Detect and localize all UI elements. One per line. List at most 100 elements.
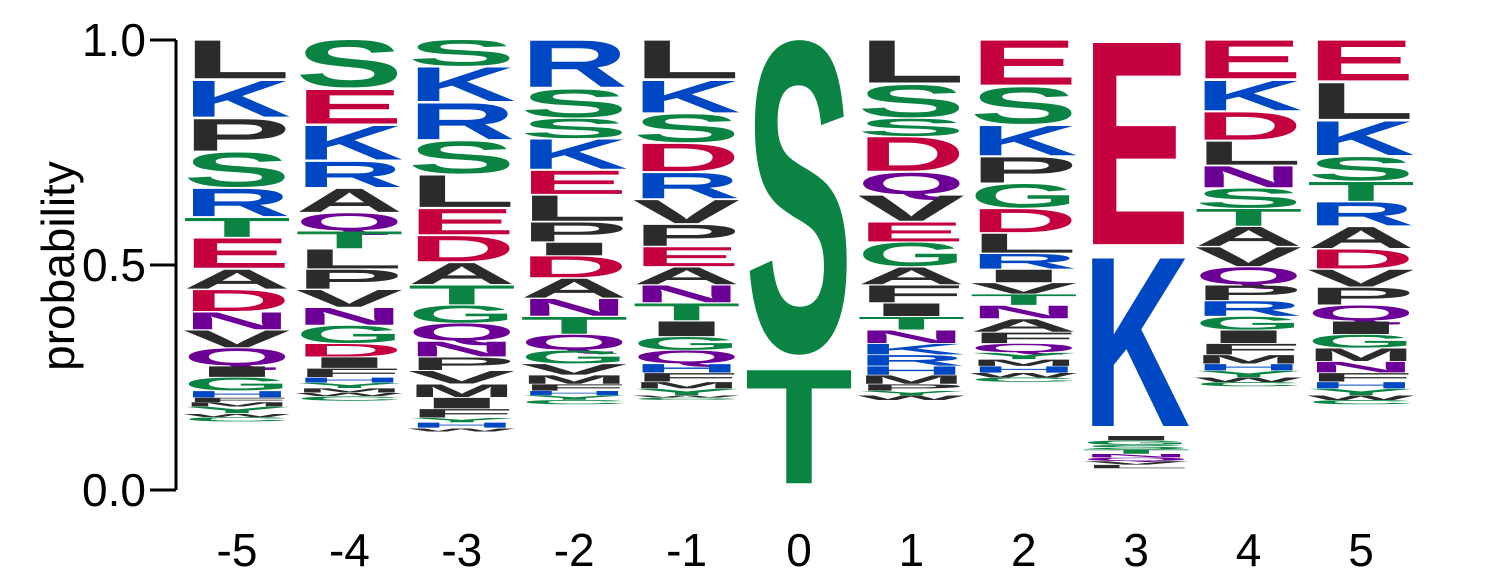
logo-letter: W — [857, 394, 964, 401]
logo-letter: I — [183, 363, 291, 380]
logo-letter: P — [520, 217, 628, 248]
logo-letter: D — [520, 250, 628, 284]
logo-letter: I — [857, 300, 965, 320]
logo-letter: D — [295, 340, 403, 360]
logo-letter: S — [1307, 150, 1415, 188]
logo-letter: E — [295, 80, 403, 134]
logo-letter: M — [970, 358, 1078, 368]
logo-letter: S — [520, 113, 628, 144]
logo-letter: C — [633, 397, 741, 400]
logo-letter: A — [408, 256, 516, 290]
logo-letter: M — [183, 401, 291, 408]
logo-letter: Y — [408, 417, 516, 424]
logo-letter: F — [1195, 341, 1303, 358]
logo-letter: S — [633, 106, 741, 150]
logo-letter: P — [857, 382, 965, 392]
logo-letter: G — [1307, 331, 1415, 351]
logo-letter: F — [183, 396, 291, 403]
logo-letter: L — [295, 243, 403, 274]
logo-letter: Y — [295, 381, 403, 389]
logo-letter: G — [633, 333, 741, 353]
logo-letter: E — [1307, 28, 1415, 93]
logo-letter: C — [183, 416, 291, 423]
logo-letter: W — [633, 395, 740, 398]
logo-letter: T — [857, 313, 965, 333]
logo-letter: P — [1307, 282, 1415, 309]
logo-letter: A — [1307, 220, 1415, 254]
logo-letter: K — [1082, 206, 1190, 478]
logo-letter: M — [520, 373, 628, 387]
logo-letter: V — [633, 193, 741, 230]
logo-letter: W — [408, 427, 515, 432]
logo-letter: Y — [183, 405, 291, 415]
y-tick-label: 1.0 — [82, 14, 146, 66]
logo-letter: P — [408, 354, 516, 374]
logo-letter: W — [1307, 394, 1414, 401]
logo-letter: P — [1195, 281, 1303, 305]
logo-letter: T — [1082, 448, 1190, 455]
logo-letter: G — [857, 236, 965, 273]
logo-letter: N — [633, 280, 741, 307]
logo-letter: D — [970, 202, 1078, 239]
logo-letter: F — [408, 407, 516, 421]
logo-letter: V — [970, 280, 1078, 297]
letter-stacks: LKPSRTEADNVQIGHFMYWCSEKRAQTLPVNGDIFHYMWC… — [183, 0, 1415, 490]
logo-letter: P — [295, 264, 403, 295]
logo-letter: Q — [520, 331, 628, 355]
logo-letter: L — [183, 29, 291, 90]
x-tick-label: -4 — [329, 524, 370, 576]
logo-letter: G — [1195, 313, 1303, 333]
logo-letter: S — [183, 143, 291, 197]
logo-letter: F — [970, 329, 1078, 346]
logo-letter: D — [1195, 104, 1303, 148]
logo-letter: N — [857, 327, 965, 347]
logo-letter: V — [1195, 241, 1303, 272]
logo-letter: A — [295, 182, 403, 219]
logo-letter: R — [408, 92, 516, 150]
logo-letter: P — [970, 150, 1078, 191]
logo-letter: V — [520, 361, 628, 378]
logo-letter: S — [857, 76, 965, 127]
logo-letter: T — [1195, 204, 1303, 231]
logo-letter: M — [857, 373, 965, 387]
logo-letter: N — [295, 303, 403, 330]
logo-letter: R — [183, 181, 291, 225]
logo-letter: H — [408, 421, 516, 429]
logo-letter: H — [1195, 362, 1303, 372]
logo-letter: A — [520, 273, 628, 304]
y-tick-label: 0.0 — [82, 464, 146, 516]
logo-letter: V — [408, 367, 515, 387]
logo-letter: R — [633, 165, 741, 206]
logo-letter: G — [408, 301, 516, 328]
logo-letter: T — [520, 312, 628, 339]
logo-letter: V — [1082, 460, 1190, 465]
logo-stack-0: ST — [745, 0, 853, 490]
logo-letter: N — [1307, 359, 1415, 376]
x-tick-label: 5 — [1348, 524, 1374, 576]
logo-letter: T — [970, 291, 1078, 308]
logo-letter: F — [520, 382, 628, 392]
logo-letter: D — [183, 283, 291, 317]
x-tick-label: 3 — [1123, 524, 1149, 576]
logo-letter: I — [1195, 327, 1303, 347]
logo-letter: H — [1307, 380, 1415, 390]
logo-letter: A — [183, 264, 291, 295]
logo-letter: S — [970, 77, 1078, 135]
logo-letter: V — [1307, 265, 1415, 292]
logo-letter: D — [857, 127, 965, 182]
y-tick-label: 0.5 — [82, 239, 146, 291]
logo-letter: Y — [1307, 387, 1415, 397]
logo-letter: C — [1195, 381, 1303, 388]
logo-letter: L — [1307, 72, 1415, 130]
logo-letter: H — [633, 362, 741, 376]
logo-letter: S — [745, 0, 853, 445]
logo-letter: C — [1307, 399, 1415, 406]
logo-letter: Q — [1307, 301, 1415, 325]
logo-letter: N — [1082, 453, 1190, 458]
